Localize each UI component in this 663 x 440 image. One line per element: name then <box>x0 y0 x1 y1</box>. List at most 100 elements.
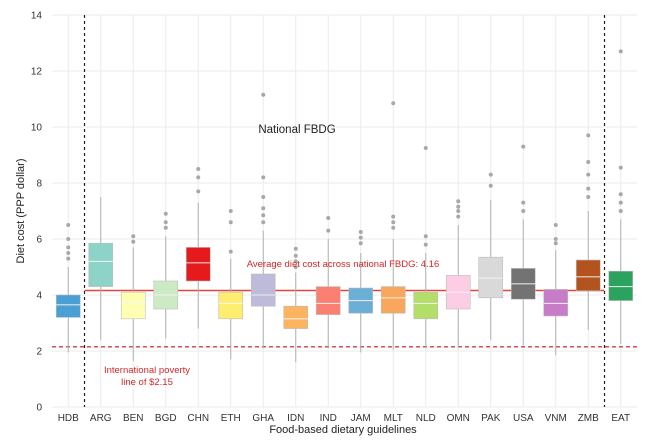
box-body <box>250 273 276 307</box>
gridlines <box>52 14 637 408</box>
outlier-point <box>66 223 71 227</box>
outlier-point <box>488 183 493 188</box>
y-tick-label: 4 <box>36 291 42 302</box>
outlier-point <box>261 175 266 180</box>
box-body <box>380 286 406 314</box>
box-body <box>543 289 569 317</box>
y-tick-label: 14 <box>31 11 43 22</box>
outlier-point <box>456 199 461 204</box>
x-tick-label: NLD <box>416 413 436 424</box>
box-eat <box>608 49 634 344</box>
x-tick-label: GHA <box>252 413 274 424</box>
box-vnm <box>543 223 569 356</box>
x-tick-label: MLT <box>384 413 403 424</box>
x-tick-label: JAM <box>351 413 371 424</box>
x-tick-label: HDB <box>58 413 79 424</box>
x-tick-label: IDN <box>287 413 304 424</box>
x-tick-label: OMN <box>447 413 470 424</box>
outlier-point <box>293 259 298 264</box>
poverty-line-label-1: International poverty <box>104 365 190 376</box>
x-tick-label: IND <box>320 413 337 424</box>
box-mlt <box>380 101 406 350</box>
box-ben <box>120 234 146 361</box>
outlier-point <box>423 146 428 150</box>
outlier-point <box>261 213 266 218</box>
box-usa <box>510 144 536 346</box>
y-tick-label: 8 <box>36 179 42 190</box>
box-nld <box>413 146 439 349</box>
outlier-point <box>228 249 233 254</box>
outlier-point <box>618 200 623 205</box>
x-axis-title: Food-based dietary guidelines <box>269 424 417 436</box>
x-tick-label: ARG <box>90 413 112 424</box>
outlier-point <box>261 92 266 97</box>
outlier-point <box>488 172 493 177</box>
box-hdb <box>55 223 81 353</box>
outlier-point <box>391 220 396 225</box>
outlier-point <box>456 209 461 213</box>
outlier-point <box>586 186 591 191</box>
x-tick-label: BGD <box>155 413 177 424</box>
outlier-point <box>391 101 396 106</box>
box-pak <box>478 172 504 340</box>
box-eth <box>218 209 244 360</box>
outlier-point <box>618 192 623 197</box>
outlier-point <box>261 195 266 199</box>
outlier-point <box>456 204 461 209</box>
box-zmb <box>575 133 601 330</box>
reference-lines <box>52 15 637 407</box>
outlier-point <box>618 49 623 54</box>
y-tick-label: 12 <box>31 67 43 78</box>
outlier-point <box>521 200 526 205</box>
outlier-point <box>586 172 591 177</box>
x-tick-label: ETH <box>221 413 241 424</box>
outlier-point <box>196 175 201 180</box>
box-body <box>575 259 601 292</box>
boxes <box>55 49 634 363</box>
outlier-point <box>66 251 71 255</box>
outlier-point <box>358 241 363 246</box>
outlier-point <box>163 220 168 225</box>
box-omn <box>445 199 471 349</box>
outlier-point <box>326 216 331 220</box>
tick-labels: 0 2 4 6 8 10 12 14 HDB ARG BEN BGD CHN ETH GHA IDN IND JA… <box>31 11 630 425</box>
box-body <box>88 242 114 287</box>
outlier-point <box>586 195 591 199</box>
box-body <box>413 291 439 320</box>
average-line-label: Average diet cost across national FBDG: … <box>247 259 440 270</box>
outlier-point <box>163 211 168 216</box>
outlier-point <box>553 223 558 227</box>
outlier-point <box>326 228 331 233</box>
outlier-point <box>261 220 266 225</box>
x-tick-label: USA <box>513 413 534 424</box>
y-tick-label: 2 <box>36 347 42 358</box>
x-tick-label: PAK <box>481 413 501 424</box>
box-body <box>283 305 309 329</box>
box-chn <box>185 167 211 329</box>
box-arg <box>88 197 114 340</box>
outlier-point <box>261 206 266 211</box>
outlier-point <box>358 235 363 240</box>
y-tick-label: 10 <box>31 123 43 134</box>
outlier-point <box>196 189 201 194</box>
outlier-point <box>553 237 558 241</box>
box-body <box>478 256 504 299</box>
section-label: National FBDG <box>258 124 335 136</box>
outlier-point <box>391 214 396 219</box>
x-tick-label: VNM <box>545 413 567 424</box>
outlier-point <box>293 246 298 251</box>
box-body <box>218 291 244 320</box>
y-tick-label: 6 <box>36 235 42 246</box>
box-bgd <box>153 211 179 339</box>
outlier-point <box>553 241 558 246</box>
box-body <box>185 247 211 282</box>
outlier-point <box>521 144 526 149</box>
outlier-point <box>391 225 396 230</box>
outlier-point <box>228 220 233 225</box>
outlier-point <box>163 225 168 230</box>
poverty-line-label-2: line of $2.15 <box>121 377 173 388</box>
outlier-point <box>131 234 136 239</box>
x-tick-label: CHN <box>187 413 209 424</box>
outlier-point <box>618 165 623 170</box>
outlier-point <box>423 234 428 239</box>
